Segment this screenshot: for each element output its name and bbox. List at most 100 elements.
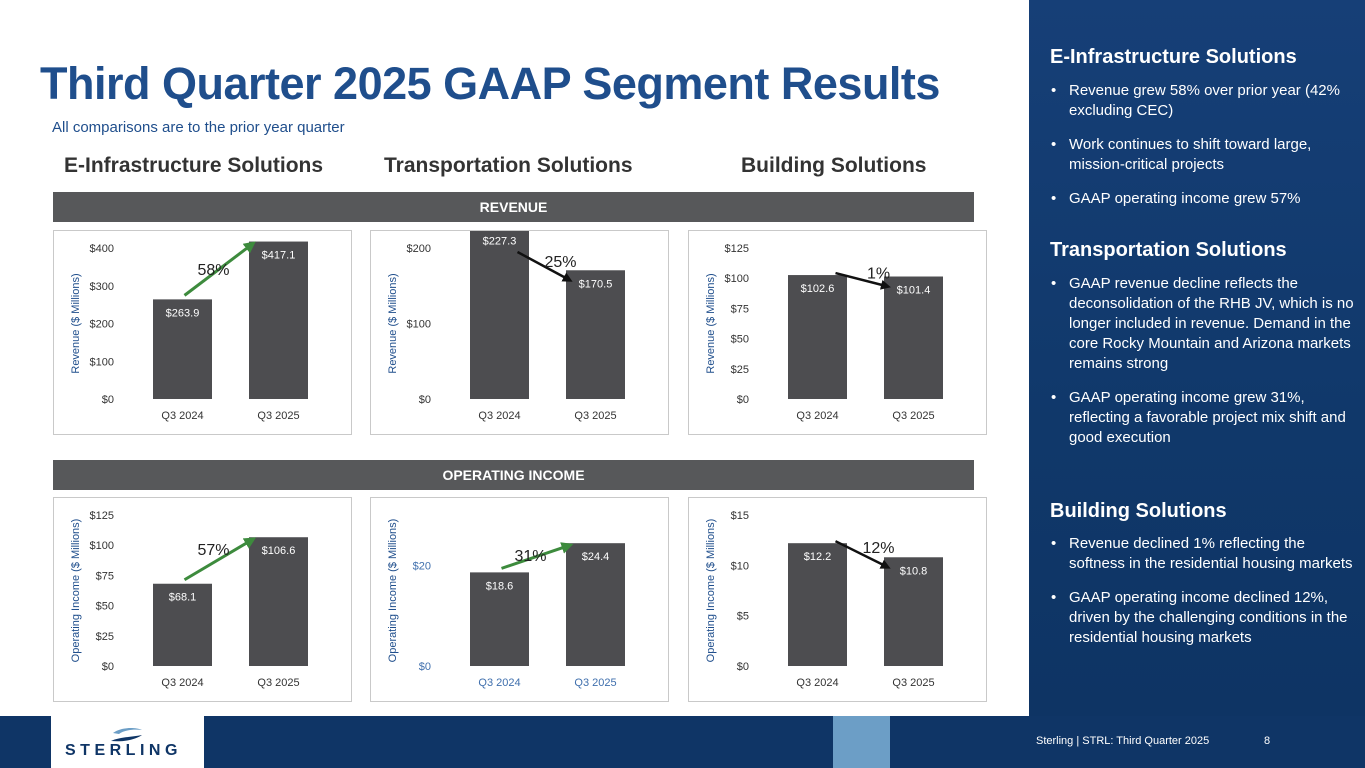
bar-q3-2024 xyxy=(153,583,212,666)
y-tick-label: $50 xyxy=(96,601,114,613)
x-tick-label: Q3 2024 xyxy=(796,410,838,422)
y-tick-label: $0 xyxy=(102,661,114,673)
revenue-band: REVENUE xyxy=(53,192,974,222)
y-tick-label: $50 xyxy=(731,334,749,346)
y-tick-label: $0 xyxy=(102,394,114,406)
segment-heading-e-infrastructure: E-Infrastructure Solutions xyxy=(64,154,324,177)
change-percent-label: 1% xyxy=(867,266,890,283)
operating-income-band: OPERATING INCOME xyxy=(53,460,974,490)
bar-value-label: $101.4 xyxy=(897,285,931,297)
y-tick-label: $25 xyxy=(96,631,114,643)
increase-arrow xyxy=(183,241,256,297)
sidebar-heading-transportation: Transportation Solutions xyxy=(1050,239,1287,261)
footer-caption: Sterling | STRL: Third Quarter 2025 xyxy=(1036,735,1210,747)
page-title: Third Quarter 2025 GAAP Segment Results xyxy=(40,58,940,109)
y-tick-label: $0 xyxy=(737,661,749,673)
sidebar-heading-building: Building Solutions xyxy=(1050,500,1227,522)
bar-q3-2025 xyxy=(884,276,943,399)
chart-revenue-e-infrastructure: Revenue ($ Millions) $0 $100 $200 $300 $400 $2… xyxy=(53,230,352,435)
footer-accent-block xyxy=(833,716,890,768)
y-tick-label: $125 xyxy=(90,510,114,522)
change-percent-label: 57% xyxy=(197,542,229,559)
sterling-logo: STERLING xyxy=(51,716,204,768)
sidebar-list-e-infrastructure: Revenue grew 58% over prior year (42% ex… xyxy=(1050,81,1355,223)
chart-operating-income-transportation: Operating Income ($ Millions) $0 $20 $18.6 Q… xyxy=(370,497,669,702)
bar-q3-2025 xyxy=(566,543,625,666)
page-subtitle: All comparisons are to the prior year qu… xyxy=(52,119,345,136)
change-percent-label: 25% xyxy=(544,254,576,271)
y-tick-label: $15 xyxy=(731,510,749,522)
bar-value-label: $227.3 xyxy=(483,235,517,247)
y-tick-label: $5 xyxy=(737,611,749,623)
bar-value-label: $170.5 xyxy=(579,278,613,290)
y-axis-title: Revenue ($ Millions) xyxy=(705,273,717,373)
bar-q3-2025 xyxy=(249,537,308,666)
logo-wordmark: STERLING xyxy=(65,742,182,759)
y-tick-label: $100 xyxy=(90,540,114,552)
x-tick-label: Q3 2025 xyxy=(574,677,616,689)
bar-value-label: $10.8 xyxy=(900,565,928,577)
sidebar-bullet: GAAP operating income grew 31%, reflecti… xyxy=(1050,388,1355,448)
x-tick-label: Q3 2025 xyxy=(257,410,299,422)
bar-q3-2025 xyxy=(249,241,308,399)
sidebar-bullet: Work continues to shift toward large, mi… xyxy=(1050,135,1355,175)
y-axis-title: Operating Income ($ Millions) xyxy=(387,519,399,663)
bar-q3-2024 xyxy=(153,299,212,399)
y-tick-label: $75 xyxy=(96,570,114,582)
x-tick-label: Q3 2024 xyxy=(161,677,203,689)
bar-chart-svg: Revenue ($ Millions) $0 $25 $50 $75 $100 $125 $… xyxy=(705,243,943,422)
increase-arrow xyxy=(183,537,257,582)
x-tick-label: Q3 2025 xyxy=(892,677,934,689)
chart-operating-income-e-infrastructure: Operating Income ($ Millions) $0 $25 $50 $75… xyxy=(53,497,352,702)
bar-q3-2024 xyxy=(470,572,529,666)
sidebar-bullet: Revenue grew 58% over prior year (42% ex… xyxy=(1050,81,1355,121)
y-tick-label: $100 xyxy=(90,356,114,368)
bar-value-label: $417.1 xyxy=(262,250,296,262)
x-tick-label: Q3 2024 xyxy=(478,410,520,422)
y-tick-label: $0 xyxy=(419,394,431,406)
x-tick-label: Q3 2024 xyxy=(478,677,520,689)
change-percent-label: 12% xyxy=(862,540,894,557)
decrease-arrow xyxy=(834,540,891,569)
sidebar-bullet: GAAP operating income declined 12%, driv… xyxy=(1050,588,1355,648)
y-tick-label: $100 xyxy=(407,319,431,331)
chart-operating-income-building: Operating Income ($ Millions) $0 $5 $10 $15 $… xyxy=(688,497,987,702)
footer-bar xyxy=(0,716,1365,768)
bar-value-label: $106.6 xyxy=(262,545,296,557)
sidebar-list-building: Revenue declined 1% reflecting the softn… xyxy=(1050,534,1355,662)
bar-value-label: $102.6 xyxy=(801,283,835,295)
bar-q3-2024 xyxy=(470,231,529,399)
y-axis-title: Revenue ($ Millions) xyxy=(70,273,82,373)
x-tick-label: Q3 2025 xyxy=(892,410,934,422)
y-axis-title: Operating Income ($ Millions) xyxy=(705,519,717,663)
sidebar-bullet: Revenue declined 1% reflecting the softn… xyxy=(1050,534,1355,574)
y-tick-label: $20 xyxy=(413,560,431,572)
bar-value-label: $24.4 xyxy=(582,551,610,563)
y-tick-label: $10 xyxy=(731,560,749,572)
bar-chart-svg: Operating Income ($ Millions) $0 $25 $50 $75… xyxy=(70,510,308,689)
sterling-logo-mark-icon xyxy=(111,728,142,742)
change-percent-label: 58% xyxy=(197,262,229,279)
page-number: 8 xyxy=(1264,735,1271,747)
sidebar-bullet: GAAP revenue decline reflects the decons… xyxy=(1050,274,1355,374)
bar-chart-svg: Revenue ($ Millions) $0 $100 $200 $227.3 Q3 2… xyxy=(387,231,625,422)
commentary-sidebar: E-Infrastructure Solutions Revenue grew … xyxy=(1029,0,1365,716)
y-tick-label: $0 xyxy=(737,394,749,406)
bar-q3-2024 xyxy=(788,543,847,666)
y-tick-label: $200 xyxy=(90,319,114,331)
y-tick-label: $400 xyxy=(90,243,114,255)
bar-q3-2025 xyxy=(566,270,625,399)
y-axis-title: Operating Income ($ Millions) xyxy=(70,519,82,663)
bar-value-label: $18.6 xyxy=(486,580,514,592)
bar-chart-svg: Revenue ($ Millions) $0 $100 $200 $300 $400 $2… xyxy=(70,241,308,422)
chart-revenue-building: Revenue ($ Millions) $0 $25 $50 $75 $100 $125 $… xyxy=(688,230,987,435)
y-tick-label: $0 xyxy=(419,661,431,673)
y-axis-title: Revenue ($ Millions) xyxy=(387,273,399,373)
sidebar-heading-e-infrastructure: E-Infrastructure Solutions xyxy=(1050,46,1297,68)
bar-value-label: $12.2 xyxy=(804,551,832,563)
y-tick-label: $200 xyxy=(407,243,431,255)
x-tick-label: Q3 2024 xyxy=(796,677,838,689)
y-tick-label: $25 xyxy=(731,364,749,376)
y-tick-label: $75 xyxy=(731,303,749,315)
sidebar-list-transportation: GAAP revenue decline reflects the decons… xyxy=(1050,274,1355,462)
